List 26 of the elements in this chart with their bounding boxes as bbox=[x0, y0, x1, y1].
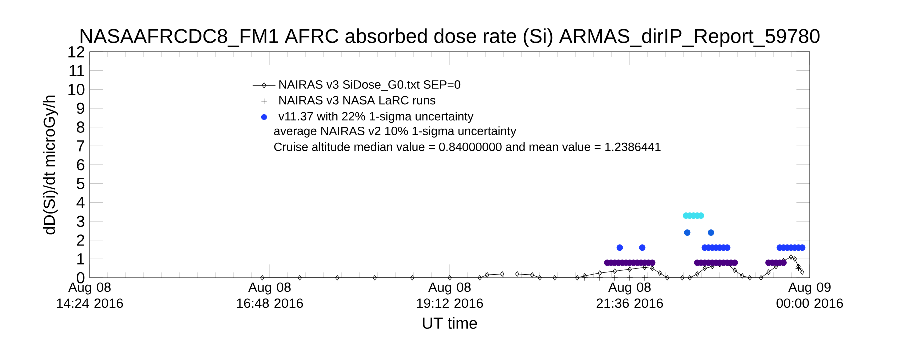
legend-label: NAIRAS v3 NASA LaRC runs bbox=[280, 96, 436, 105]
y-tick-label: 2 bbox=[77, 234, 84, 246]
y-tick-label: 8 bbox=[77, 122, 85, 133]
legend-label: v11.37 with 22% 1-sigma uncertainty bbox=[278, 112, 474, 124]
y-tick-label: 12 bbox=[68, 46, 84, 58]
y-tick-label: 5 bbox=[77, 178, 85, 190]
annotation: average NAIRAS v2 10% 1-sigma uncertainty bbox=[274, 126, 517, 138]
y-tick-label: 7 bbox=[77, 140, 84, 152]
y-tick-label: 1 bbox=[78, 254, 85, 265]
x-tick-label: Aug 08 16:48 2016 bbox=[237, 282, 304, 308]
annotation: Cruise altitude median value = 0.84000000 and mean value = 1.2386441 bbox=[274, 142, 661, 152]
chart-title: NASAAFRCDC8_FM1 AFRC absorbed dose rate (Si) ARMAS_dirIP_Report_59780 bbox=[80, 28, 820, 48]
y-tick-label: 9 bbox=[77, 102, 85, 114]
y-tick-label: 11 bbox=[70, 65, 85, 76]
y-tick-label: 3 bbox=[76, 216, 85, 228]
x-axis-title: UT time bbox=[423, 317, 478, 330]
x-tick-label: Aug 09 00:00 2016 bbox=[776, 282, 844, 308]
x-tick-label: Aug 08 14:24 2016 bbox=[57, 282, 124, 308]
legend-label: NAIRAS v3 SiDose_G0.txt SEP=0 bbox=[280, 80, 461, 92]
y-tick-label: 10 bbox=[68, 84, 85, 96]
x-tick-label: Aug 08 21:36 2016 bbox=[596, 282, 664, 308]
y-tick-label: 0 bbox=[77, 272, 85, 284]
y-axis-title: dD(Si)/dt microGy/h bbox=[43, 96, 58, 235]
y-tick-label: 4 bbox=[76, 197, 85, 208]
x-tick-label: Aug 08 19:12 2016 bbox=[417, 282, 484, 308]
y-tick-label: 6 bbox=[77, 159, 85, 171]
